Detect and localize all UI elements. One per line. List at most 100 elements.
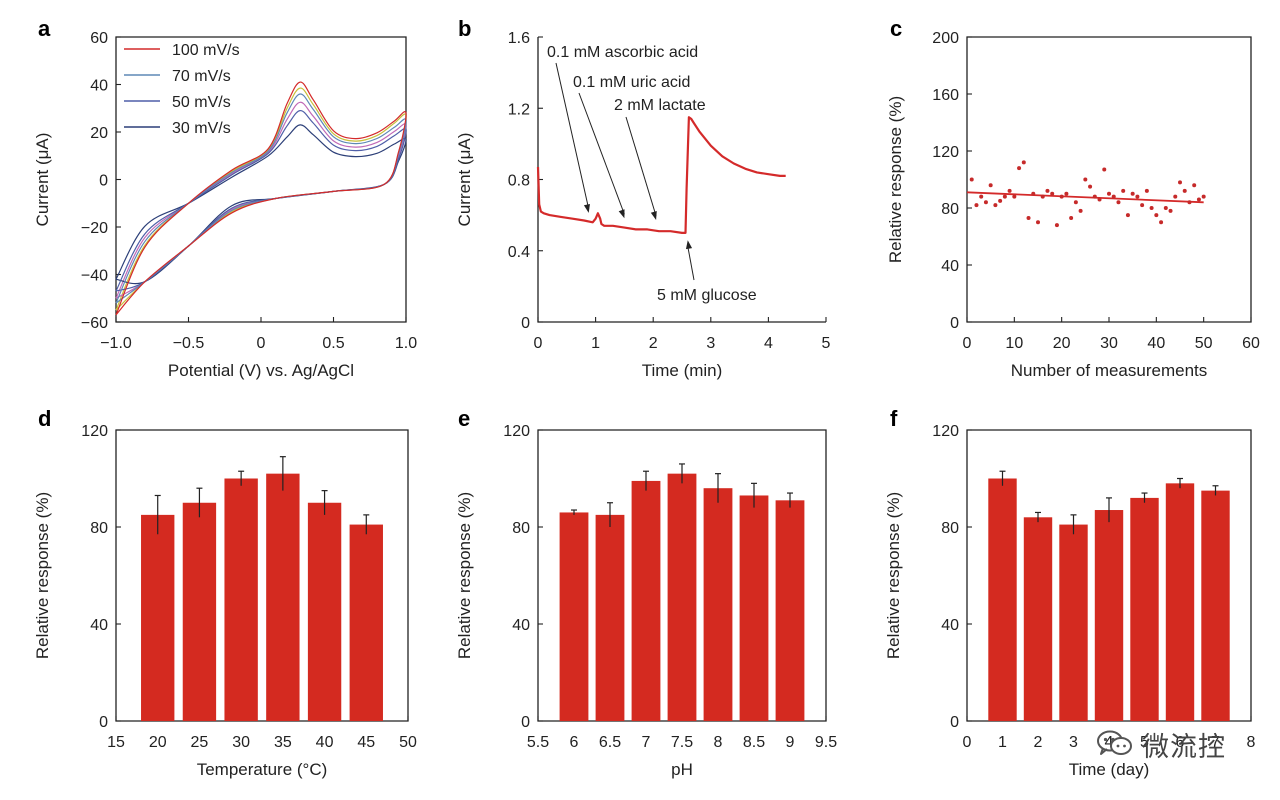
- x-tick-label-d: 45: [357, 734, 375, 751]
- x-tick-label-b: 1: [591, 335, 600, 352]
- plot-c: 0 10 20 30 40 50 60 0 40 80 120 160 200 Number of mea…: [886, 30, 1260, 380]
- bar: [141, 514, 175, 721]
- panel-label-d: d: [38, 406, 51, 431]
- x-tick-label-c: 50: [1195, 335, 1213, 352]
- x-tick-label-d: 15: [107, 734, 125, 751]
- scatter-point: [1201, 194, 1206, 199]
- y-tick-label-d: 120: [81, 423, 108, 440]
- watermark-label: 微流控: [1142, 731, 1226, 763]
- x-axis-label-d: Temperature (°C): [197, 760, 328, 779]
- scatter-point: [1144, 188, 1149, 193]
- panel-label-e: e: [458, 406, 470, 431]
- annotation-arrow: [687, 246, 695, 281]
- y-tick-label-d: 0: [99, 714, 108, 731]
- scatter-point: [1111, 194, 1116, 199]
- y-tick-label-b: 1.6: [508, 30, 530, 47]
- y-tick-label-a: 60: [90, 30, 108, 47]
- scatter-point: [1073, 200, 1078, 205]
- x-tick-label-f: 5: [1140, 734, 1149, 751]
- y-tick-label-a: 0: [99, 173, 108, 190]
- panel-label-f: f: [890, 406, 898, 431]
- x-tick-label-d: 30: [232, 734, 250, 751]
- current-trace: [536, 116, 786, 234]
- scatter-point: [1088, 184, 1093, 189]
- panel-d: d 15 20 25 30 35 40 45 50 0 40 80 120 Temperature (°…: [33, 406, 417, 779]
- axis-frame-c: [966, 36, 1252, 323]
- bar: [349, 524, 383, 721]
- bar: [739, 495, 769, 721]
- x-tick-label-e: 9: [786, 734, 795, 751]
- scatter-point: [1045, 188, 1050, 193]
- y-tick-label-b: 0: [521, 315, 530, 332]
- x-tick-label-e: 6.5: [599, 734, 621, 751]
- bar: [1201, 490, 1230, 721]
- scatter-point: [1182, 188, 1187, 193]
- x-tick-label-e: 7: [642, 734, 651, 751]
- scatter-point: [969, 177, 974, 182]
- scatter-point: [1007, 188, 1012, 193]
- bar: [631, 480, 661, 721]
- y-tick-label-a: −60: [81, 315, 108, 332]
- x-tick-label-d: 25: [191, 734, 209, 751]
- annotation-arrow: [625, 116, 657, 217]
- y-tick-label-b: 0.8: [508, 173, 530, 190]
- y-tick-label-c: 40: [941, 258, 959, 275]
- annotation-arrow: [555, 62, 590, 210]
- scatter-point: [1140, 203, 1145, 208]
- scatter-point: [1135, 194, 1140, 199]
- scatter-point: [983, 200, 988, 205]
- x-tick-label-b: 0: [534, 335, 543, 352]
- y-axis-label-e: Relative response (%): [455, 492, 474, 659]
- panel-c: c 0 10 20 30 40 50 60 0 40 80 120 160 200 Number of m…: [886, 16, 1260, 380]
- scatter-point: [1163, 206, 1168, 210]
- y-axis-label-f: Relative response (%): [884, 492, 903, 659]
- wechat-bubble-icon: [1097, 730, 1132, 755]
- y-tick-label-a: 20: [90, 125, 108, 142]
- scatter-point: [1054, 223, 1059, 228]
- annotation-label: 0.1 mM ascorbic acid: [547, 44, 698, 61]
- legend-label: 70 mV/s: [172, 68, 231, 85]
- y-tick-label-d: 40: [90, 617, 108, 634]
- panel-a: a −1.0 −0.5 0 0.5 1.0 −60 −40 −20 0 20 40 60 Potenti…: [33, 16, 417, 380]
- y-axis-label-c: Relative response (%): [886, 96, 905, 263]
- annotation-arrowhead: [618, 209, 625, 219]
- bar: [1094, 510, 1124, 721]
- scatter-point: [988, 183, 993, 188]
- x-axis-label-c: Number of measurements: [1011, 361, 1208, 380]
- x-tick-label-a: 1.0: [395, 335, 417, 352]
- y-axis-label-b: Current (μA): [455, 133, 474, 227]
- y-tick-label-a: −20: [81, 220, 108, 237]
- panel-label-c: c: [890, 16, 902, 41]
- bar: [559, 512, 589, 721]
- y-tick-label-c: 200: [932, 30, 959, 47]
- x-axis-label-e: pH: [671, 760, 693, 779]
- scatter-point: [1064, 191, 1069, 196]
- panel-b: b 0 1 2 3 4 5 0 0.4 0.8 1.2 1.6 Time (min) Current (…: [455, 16, 831, 380]
- x-tick-label-e: 7.5: [671, 734, 693, 751]
- y-tick-label-e: 0: [521, 714, 530, 731]
- scatter-point: [1059, 194, 1064, 199]
- annotation-arrow: [578, 92, 625, 215]
- y-tick-label-f: 80: [941, 520, 959, 537]
- y-axis-label-d: Relative response (%): [33, 492, 52, 659]
- panel-label-b: b: [458, 16, 471, 41]
- x-tick-label-e: 9.5: [815, 734, 837, 751]
- annotation-label: 2 mM lactate: [614, 97, 706, 114]
- scatter-point: [1192, 183, 1197, 188]
- scatter-point: [1012, 194, 1017, 199]
- x-axis-label-a: Potential (V) vs. Ag/AgCl: [168, 361, 354, 380]
- annotation-arrowhead: [685, 240, 693, 250]
- x-axis-label-b: Time (min): [642, 361, 723, 380]
- scatter-point: [1107, 191, 1111, 196]
- legend-label: 30 mV/s: [172, 120, 231, 137]
- scatter-point: [1168, 208, 1173, 213]
- scatter-point: [1026, 215, 1031, 220]
- x-tick-label-a: −1.0: [100, 335, 132, 352]
- scatter-point: [1097, 197, 1102, 202]
- panel-label-a: a: [38, 16, 51, 41]
- bar: [775, 500, 805, 721]
- scatter-point: [1149, 206, 1154, 210]
